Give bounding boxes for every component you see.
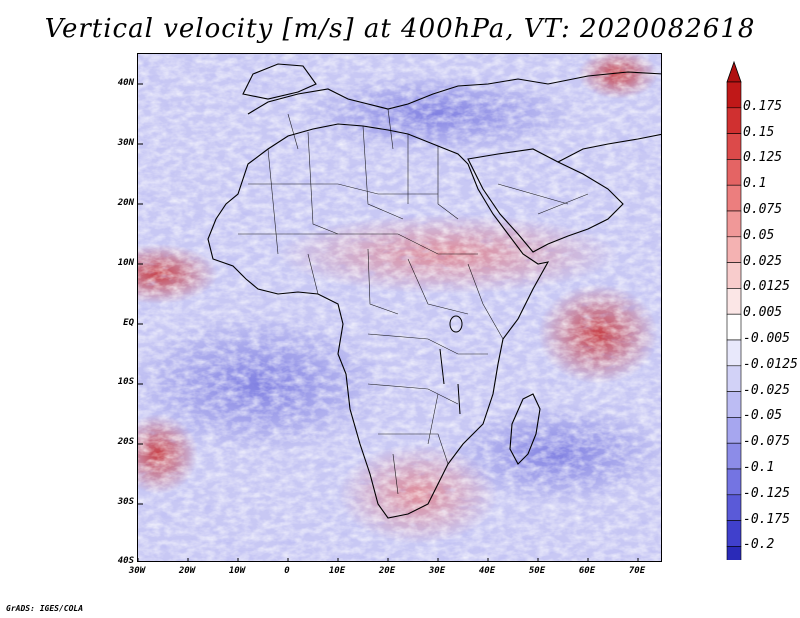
lon-label-30w: 30W <box>128 566 146 576</box>
colorbar-swatch <box>726 262 742 289</box>
colorbar-label: -0.125 <box>743 485 790 501</box>
lon-label-50e: 50E <box>528 566 546 576</box>
lon-label-40e: 40E <box>478 566 496 576</box>
colorbar-swatch <box>726 236 742 263</box>
field-texture-dark <box>138 54 661 561</box>
colorbar-label: -0.0125 <box>743 356 798 372</box>
lat-label-20n: 20N <box>117 198 134 208</box>
lat-label-10n: 10N <box>117 258 134 268</box>
colorbar-label: 0.005 <box>743 305 783 321</box>
lakes <box>439 315 463 415</box>
colorbar-label: -0.005 <box>743 331 790 346</box>
arabia-to-iran-coast <box>557 133 661 163</box>
lake-victoria <box>449 315 463 333</box>
lat-label-eq: EQ <box>123 318 134 328</box>
colorbar-swatch <box>726 288 742 315</box>
colorbar-label: 0.025 <box>743 253 783 269</box>
lon-label-20w: 20W <box>178 566 196 576</box>
colorbar-swatch <box>726 442 742 470</box>
colorbar-swatch <box>726 313 742 341</box>
colorbar-swatch <box>726 81 742 109</box>
colorbar-swatch <box>726 210 742 238</box>
iberia-coast <box>242 63 317 100</box>
colorbar-swatch <box>726 391 742 418</box>
colorbar-label: 0.15 <box>743 124 775 140</box>
colorbar-swatch <box>726 494 742 521</box>
lat-label-20s: 20S <box>117 437 134 447</box>
lon-label-60e: 60E <box>578 566 596 576</box>
lat-label-40n: 40N <box>117 78 134 88</box>
lat-label-30s: 30S <box>117 497 134 507</box>
lake-malawi <box>457 383 461 415</box>
lake-tanganyika <box>439 348 445 385</box>
madagascar-coastline <box>509 393 541 465</box>
colorbar-label: 0.125 <box>743 150 783 166</box>
mediterranean-north-coast <box>247 71 661 115</box>
software-credit: GrADS: IGES/COLA <box>6 604 84 613</box>
colorbar-arrow-top <box>726 60 742 83</box>
colorbar-swatch <box>726 468 742 496</box>
colorbar-swatch <box>726 339 742 367</box>
map-plot-area <box>137 53 662 562</box>
lon-label-70e: 70E <box>628 566 646 576</box>
colorbar-label: -0.075 <box>743 434 790 450</box>
colorbar-swatch <box>726 133 742 160</box>
country-borders <box>238 108 589 495</box>
colorbar-label: -0.025 <box>743 382 790 398</box>
lon-label-10e: 10E <box>328 566 346 576</box>
lon-label-20e: 20E <box>378 566 396 576</box>
colorbar-swatch <box>726 159 742 186</box>
lat-label-40s: 40S <box>117 556 134 566</box>
lat-label-10s: 10S <box>117 377 134 387</box>
colorbar-label: 0.05 <box>743 227 775 243</box>
colorbar-label: 0.1 <box>743 176 767 192</box>
colorbar-swatch <box>726 365 742 392</box>
colorbar-swatch <box>726 520 742 547</box>
colorbar-label: 0.075 <box>743 202 783 217</box>
colorbar-label: -0.05 <box>743 408 783 424</box>
lon-label-10w: 10W <box>228 566 246 576</box>
lon-label-30e: 30E <box>428 566 446 576</box>
chart-title: Vertical velocity [m/s] at 400hPa, VT: 2… <box>44 14 756 44</box>
lat-label-30n: 30N <box>117 138 134 148</box>
colorbar-label: 0.0125 <box>743 279 790 295</box>
colorbar-swatch <box>726 184 742 212</box>
arabian-peninsula-coastline <box>467 148 624 253</box>
frame-ticks <box>138 83 639 561</box>
colorbar-label: -0.1 <box>743 460 775 475</box>
colorbar-label: 0.175 <box>743 98 783 114</box>
colorbar-label: -0.175 <box>743 511 790 527</box>
colorbar-swatch <box>726 417 742 444</box>
velocity-field-map <box>138 54 661 561</box>
colorbar-label: -0.2 <box>743 537 775 553</box>
colorbar <box>726 60 742 560</box>
lon-label-0: 0 <box>284 566 290 576</box>
colorbar-swatch <box>726 546 742 560</box>
colorbar-swatch <box>726 107 742 134</box>
